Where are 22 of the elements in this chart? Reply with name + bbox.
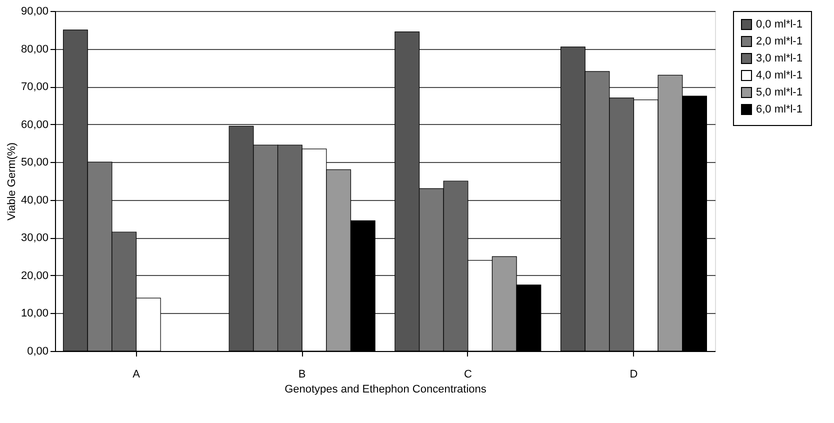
y-tick-label: 60,00	[20, 118, 48, 131]
y-tick-label: 90,00	[20, 6, 48, 18]
y-tick-label: 30,00	[20, 232, 48, 244]
y-tick-label: 20,00	[20, 270, 48, 282]
legend-label: 5,0 ml*l-1	[756, 86, 802, 98]
y-tick-label: 70,00	[20, 81, 48, 94]
legend-label: 6,0 ml*l-1	[756, 104, 802, 116]
x-tick-label: A	[132, 368, 141, 380]
y-tick-label: 80,00	[20, 43, 48, 56]
legend-label: 3,0 ml*l-1	[756, 52, 802, 64]
x-tick-label: D	[630, 368, 638, 380]
y-tick-label: 40,00	[20, 194, 48, 206]
y-tick-label: 50,00	[20, 156, 48, 169]
legend-label: 0,0 ml*l-1	[756, 18, 802, 30]
legend-label: 4,0 ml*l-1	[756, 70, 802, 82]
x-tick-label: C	[464, 368, 472, 380]
x-axis-title: Genotypes and Ethephon Concentrations	[284, 384, 487, 396]
y-tick-label: 10,00	[20, 308, 48, 320]
legend-label: 2,0 ml*l-1	[756, 36, 802, 48]
y-tick-label: 0,00	[27, 346, 48, 358]
x-tick-label: B	[298, 368, 306, 380]
y-axis-title: Viable Germ(%)	[6, 142, 18, 221]
